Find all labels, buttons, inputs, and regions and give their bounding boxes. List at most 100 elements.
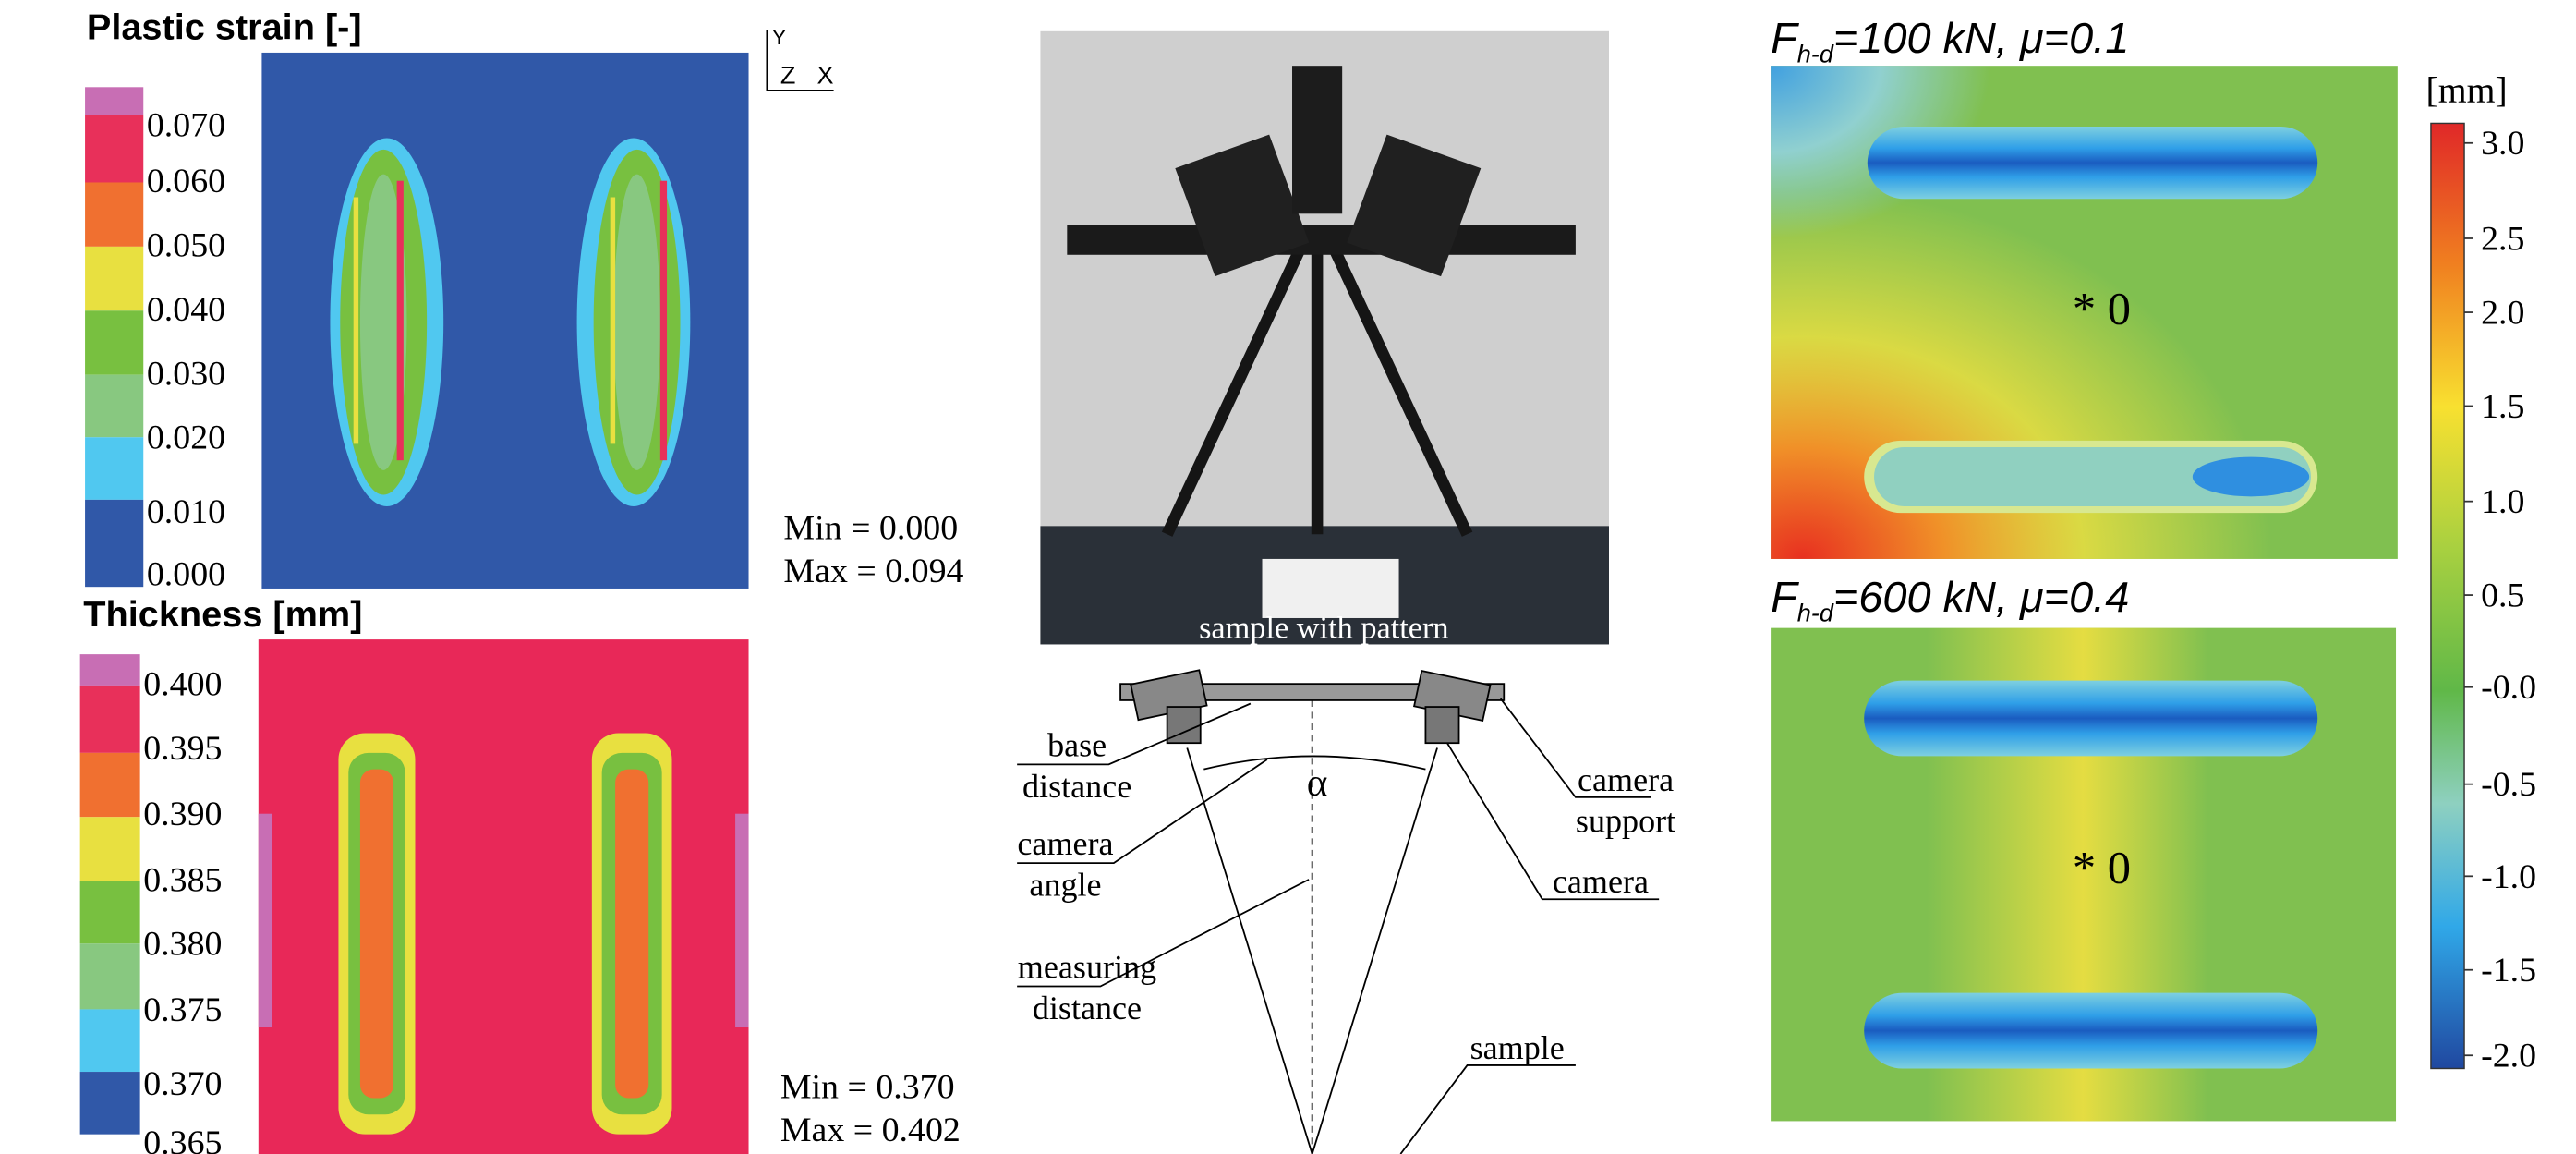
colorbar-tick-label: 2.0: [2481, 294, 2524, 333]
colorbar-label: 0.375: [143, 990, 222, 1029]
colorbar-label: 0.030: [147, 355, 225, 394]
colorbar-label: 0.050: [147, 226, 225, 265]
shape: [2193, 457, 2309, 497]
diagram-label: distance: [1033, 990, 1142, 1026]
shape: [1292, 66, 1342, 213]
shape: [354, 198, 358, 444]
map-title: Fh-d=100 kN, μ=0.1: [1771, 14, 2129, 67]
shape: [660, 181, 667, 460]
shape: [735, 814, 748, 1027]
colorbar-label: 0.380: [143, 925, 222, 964]
diagram-label: camera: [1578, 761, 1674, 798]
photo: [1040, 31, 1609, 645]
diagram-label: angle: [1029, 867, 1101, 904]
map-title: Fh-d=600 kN, μ=0.4: [1771, 573, 2129, 626]
diagram-label: camera: [1553, 863, 1649, 900]
colorbar-band: [80, 1072, 140, 1135]
shape: [1312, 748, 1437, 1154]
colorbar-label: 0.400: [143, 665, 222, 704]
colorbar-tick-label: -0.0: [2481, 668, 2536, 707]
diagram-label: support: [1576, 803, 1675, 840]
colorbar-label: 0.000: [147, 555, 225, 594]
shape: [397, 181, 404, 460]
colorbar: [2431, 123, 2464, 1068]
colorbar-ticks: 3.02.52.01.51.00.5-0.0-0.5-1.0-1.5-2.0: [2464, 124, 2536, 1075]
colorbar-tick-label: -0.5: [2481, 765, 2536, 804]
colorbar: 0.070 0.060 0.050 0.040 0.030 0.020 0.010 0.000: [85, 87, 225, 593]
origin-marker: * 0: [2073, 283, 2131, 334]
colorbar-band: [85, 437, 143, 500]
shape: [1263, 559, 1399, 618]
colorbar-label: 0.395: [143, 729, 222, 768]
max-label: Max = 0.094: [783, 552, 963, 590]
colorbar-band: [85, 115, 143, 183]
setup-diagram: [1017, 670, 1659, 1154]
colorbar-band: [85, 87, 143, 115]
map-title-part: =600 kN, μ=0.4: [1833, 573, 2129, 621]
colorbar-tick-label: 0.5: [2481, 577, 2524, 615]
map-title-part: h-d: [1797, 41, 1834, 68]
shape: [1864, 681, 2317, 757]
colorbar-unit: [mm]: [2426, 70, 2508, 111]
diagram-label: sample: [1470, 1029, 1565, 1066]
colorbar-band: [85, 310, 143, 374]
colorbar-band: [85, 182, 143, 246]
colorbar-band: [85, 247, 143, 310]
map-title-part: F: [1771, 14, 1799, 62]
shape: [1067, 225, 1576, 255]
diagram-label: measuring: [1018, 949, 1156, 986]
colorbar-tick-label: -1.5: [2481, 951, 2536, 990]
colorbar: 0.400 0.395 0.390 0.385 0.380 0.375 0.370 0.365: [80, 654, 223, 1154]
diagram-label: base: [1047, 727, 1107, 764]
panel-title: Thickness [mm]: [83, 594, 362, 635]
shape: [1400, 1065, 1576, 1154]
panel-title: Plastic strain [-]: [87, 7, 362, 48]
colorbar-band: [80, 1009, 140, 1072]
colorbar-label: 0.365: [143, 1124, 222, 1154]
colorbar-label: 0.010: [147, 492, 225, 531]
colorbar-band: [80, 817, 140, 881]
colorbar-tick-label: 2.5: [2481, 220, 2524, 259]
colorbar-tick-label: -2.0: [2481, 1037, 2536, 1075]
colorbar-label: 0.370: [143, 1064, 222, 1103]
shape: [1868, 127, 2317, 199]
max-label: Max = 0.402: [780, 1111, 961, 1149]
colorbar-label: 0.060: [147, 162, 225, 200]
figure: Plastic strain [-] 0.0700.0600.0500.0400…: [0, 0, 2576, 1154]
min-label: Min = 0.000: [783, 509, 958, 548]
contour-plot: [259, 639, 749, 1154]
colorbar-band: [80, 654, 140, 686]
shape: [360, 770, 393, 1099]
colorbar-band: [85, 375, 143, 438]
colorbar-band: [80, 753, 140, 817]
angle-symbol: α: [1307, 761, 1328, 805]
colorbar-tick-label: -1.0: [2481, 857, 2536, 896]
shape: [1425, 707, 1458, 743]
colorbar-label: 0.385: [143, 861, 222, 900]
shape: [613, 175, 660, 470]
shape: [259, 814, 272, 1027]
axis-label: Y: [772, 25, 787, 49]
page: Plastic strain [-] 0.0700.0600.0500.0400…: [0, 0, 2576, 1154]
axis-label: Z: [780, 62, 796, 90]
photo-caption: sample with pattern: [1199, 612, 1448, 646]
colorbar-label: 0.390: [143, 795, 222, 833]
colorbar-band: [80, 943, 140, 1009]
colorbar-band: [80, 686, 140, 753]
diagram-labels: base distance camera angle measuring distance…: [1017, 727, 1675, 1066]
colorbar-tick-label: 1.5: [2481, 387, 2524, 426]
diagram-label: distance: [1022, 768, 1131, 805]
colorbar-label: 0.040: [147, 290, 225, 329]
shape: [1187, 748, 1312, 1154]
origin-marker: * 0: [2073, 842, 2131, 893]
colorbar-label: 0.070: [147, 106, 225, 145]
shape: [611, 198, 615, 444]
shape: [615, 770, 648, 1099]
axis-label: X: [817, 62, 834, 90]
min-label: Min = 0.370: [780, 1068, 955, 1107]
colorbar-band: [85, 500, 143, 587]
diagram-label: camera: [1017, 825, 1113, 862]
colorbar-tick-label: 1.0: [2481, 482, 2524, 521]
colorbar-label: 0.020: [147, 419, 225, 457]
colorbar-band: [80, 881, 140, 944]
